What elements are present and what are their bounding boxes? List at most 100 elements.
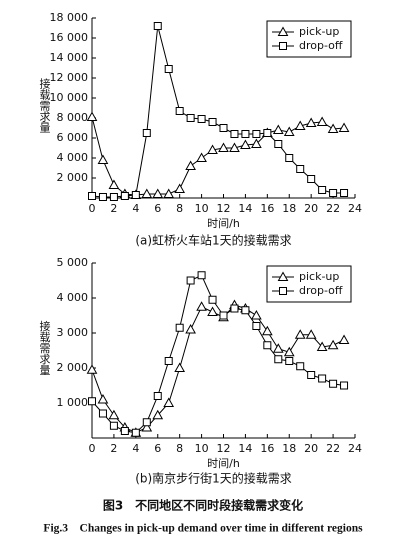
data-point bbox=[98, 409, 107, 418]
data-point bbox=[88, 397, 96, 406]
data-point bbox=[327, 339, 339, 350]
data-point bbox=[283, 346, 295, 357]
data-point bbox=[274, 355, 283, 364]
data-point bbox=[120, 192, 129, 200]
data-point bbox=[318, 186, 327, 194]
data-point bbox=[175, 323, 184, 332]
data-point bbox=[131, 191, 140, 199]
data-point bbox=[186, 276, 195, 285]
data-point bbox=[141, 421, 153, 432]
data-point bbox=[338, 334, 350, 344]
data-point bbox=[142, 129, 151, 137]
data-point bbox=[230, 130, 239, 138]
data-point bbox=[230, 304, 239, 313]
data-point bbox=[86, 364, 98, 374]
data-point bbox=[208, 118, 217, 126]
data-point bbox=[196, 301, 207, 311]
data-point bbox=[294, 120, 306, 130]
data-point bbox=[285, 357, 294, 365]
data-point bbox=[305, 329, 317, 339]
data-point bbox=[97, 154, 109, 164]
x-tick-label: 8 bbox=[176, 442, 183, 455]
data-point bbox=[285, 154, 294, 162]
figure-caption-zh: 图3 不同地区不同时段接载需求变化 bbox=[103, 498, 303, 513]
data-point bbox=[316, 341, 328, 351]
legend-label: drop-off bbox=[299, 284, 343, 297]
x-tick-label: 14 bbox=[238, 442, 252, 455]
y-tick-label: 4 000 bbox=[57, 291, 89, 304]
x-tick-label: 20 bbox=[304, 442, 318, 455]
data-point bbox=[329, 379, 338, 388]
x-tick-label: 2 bbox=[110, 202, 117, 215]
x-tick-label: 18 bbox=[282, 202, 296, 215]
data-point bbox=[208, 295, 217, 304]
x-tick-label: 10 bbox=[195, 202, 209, 215]
data-point bbox=[272, 124, 284, 134]
x-tick-label: 12 bbox=[217, 202, 231, 215]
x-tick-label: 18 bbox=[282, 442, 296, 455]
y-tick-label: 5 000 bbox=[57, 256, 89, 269]
data-point bbox=[175, 107, 184, 115]
x-tick-label: 8 bbox=[176, 202, 183, 215]
data-point bbox=[163, 188, 175, 198]
data-point bbox=[241, 130, 250, 138]
data-point bbox=[174, 183, 186, 193]
data-point bbox=[164, 357, 173, 365]
data-point bbox=[164, 65, 173, 73]
data-point bbox=[316, 116, 328, 126]
data-point bbox=[240, 139, 251, 149]
data-point bbox=[263, 129, 272, 137]
y-tick-label: 3 000 bbox=[57, 326, 89, 339]
data-point bbox=[197, 271, 206, 280]
y-axis-label: 接载需求量 bbox=[38, 320, 51, 375]
x-axis-label: 时间/h bbox=[207, 217, 240, 230]
data-point bbox=[153, 392, 162, 400]
data-point bbox=[307, 175, 316, 183]
data-point bbox=[283, 126, 295, 136]
data-point bbox=[163, 397, 175, 407]
data-point bbox=[207, 306, 218, 316]
data-point bbox=[98, 193, 107, 201]
data-point bbox=[88, 192, 96, 200]
data-point bbox=[318, 374, 327, 383]
legend-marker bbox=[279, 287, 287, 295]
data-point bbox=[305, 117, 317, 127]
y-tick-label: 14 000 bbox=[50, 51, 89, 64]
data-point bbox=[338, 122, 350, 132]
data-point bbox=[340, 381, 349, 390]
data-point bbox=[251, 309, 262, 320]
data-point bbox=[274, 140, 283, 148]
data-point bbox=[207, 144, 218, 154]
data-point bbox=[219, 311, 228, 320]
y-tick-label: 1 000 bbox=[57, 396, 89, 409]
x-tick-label: 0 bbox=[89, 442, 96, 455]
x-tick-label: 0 bbox=[89, 202, 96, 215]
data-point bbox=[296, 165, 305, 173]
data-point bbox=[152, 188, 164, 198]
figure-caption-en: Fig.3 Changes in pick-up demand over tim… bbox=[43, 523, 363, 535]
data-point bbox=[185, 160, 196, 170]
x-tick-label: 20 bbox=[304, 202, 318, 215]
y-tick-label: 12 000 bbox=[50, 71, 89, 84]
data-point bbox=[252, 130, 261, 138]
data-point bbox=[108, 179, 120, 189]
legend-label: drop-off bbox=[299, 39, 343, 52]
legend-box bbox=[266, 20, 352, 58]
x-tick-label: 16 bbox=[260, 202, 274, 215]
y-tick-label: 4 000 bbox=[57, 151, 89, 164]
data-point bbox=[294, 329, 306, 339]
data-point bbox=[307, 371, 316, 379]
data-point bbox=[327, 123, 339, 133]
data-point bbox=[218, 142, 229, 152]
data-point bbox=[131, 428, 140, 437]
x-tick-label: 4 bbox=[132, 442, 139, 455]
data-point bbox=[329, 189, 338, 197]
x-tick-label: 6 bbox=[154, 202, 161, 215]
series-line bbox=[91, 304, 345, 434]
x-tick-label: 22 bbox=[326, 442, 340, 455]
data-point bbox=[340, 189, 349, 197]
y-tick-label: 16 000 bbox=[50, 31, 89, 44]
chart-caption: (a)虹桥火车站1天的接载需求 bbox=[135, 233, 291, 248]
